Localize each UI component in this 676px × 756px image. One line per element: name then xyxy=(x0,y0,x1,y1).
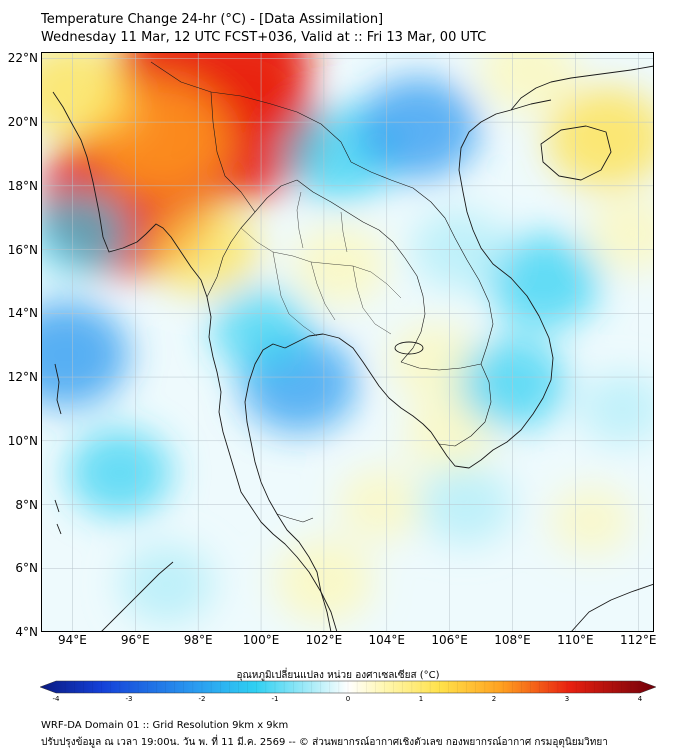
coastlines-and-borders xyxy=(52,61,654,632)
lon-label: 98°E xyxy=(183,633,213,647)
coastline-malay-peninsula-west xyxy=(206,296,338,632)
anomaly-gulf-tonkin-warm xyxy=(546,86,654,190)
lat-label: 6°N xyxy=(15,561,38,576)
colorbar-tick-label: 1 xyxy=(418,695,424,703)
anomaly-vietnam-north-cold xyxy=(357,77,480,180)
border-thailand-malaysia xyxy=(276,513,314,523)
province-lines-thailand xyxy=(240,191,402,337)
colorbar-tick-label: -1 xyxy=(271,695,279,703)
colorbar-tick-label: 3 xyxy=(564,695,570,703)
lat-label: 14°N xyxy=(7,306,38,321)
footer-update-info: ปรับปรุงข้อมูล ณ เวลา 19:00น. วัน พ. ที่… xyxy=(41,737,608,748)
lat-label: 8°N xyxy=(15,497,38,512)
lon-label: 102°E xyxy=(305,633,343,647)
anomaly-scs-cold xyxy=(487,233,601,330)
colorbar-bar xyxy=(40,680,656,694)
colorbar-tick-label: -3 xyxy=(125,695,133,703)
lat-label: 10°N xyxy=(7,433,38,448)
border-myanmar-north xyxy=(210,91,256,213)
andaman-islands xyxy=(54,363,62,415)
map-title: Temperature Change 24-hr (°C) - [Data As… xyxy=(41,12,384,27)
anomaly-bay-bengal-cold xyxy=(41,191,129,276)
anomaly-bay-bengal-north-warm xyxy=(41,52,132,140)
anomaly-isaan-warm xyxy=(292,225,388,306)
anomaly-south-ocean-cold xyxy=(119,543,215,625)
coastline-myanmar-west xyxy=(52,91,208,298)
coastline-gulf-of-thailand xyxy=(284,333,432,433)
colorbar-tick-label: -4 xyxy=(52,695,60,703)
border-china xyxy=(150,61,352,163)
lon-label: 100°E xyxy=(242,633,280,647)
colorbar xyxy=(40,680,656,694)
colorbar-segments xyxy=(64,681,632,693)
colorbar-tick-label: -2 xyxy=(198,695,206,703)
colorbar-title: อุณหภูมิเปลี่ยนแปลง หน่วย องศาเซลเซียส (… xyxy=(236,670,440,681)
lon-label: 110°E xyxy=(557,633,594,647)
anomaly-scs-southeast-warm xyxy=(550,485,633,556)
colorbar-tick-label: 2 xyxy=(491,695,497,703)
lon-label: 112°E xyxy=(620,633,657,647)
anomaly-andaman-cold xyxy=(41,301,130,408)
coastline-malay-peninsula-east xyxy=(244,343,332,632)
coastline-vietnam xyxy=(430,99,554,469)
footer-domain-info: WRF-DA Domain 01 :: Grid Resolution 9km … xyxy=(41,720,289,731)
border-laos-vietnam xyxy=(350,161,494,365)
anomaly-scs-far-east-cold xyxy=(579,372,654,446)
lat-label: 4°N xyxy=(15,625,38,639)
lon-label: 104°E xyxy=(368,633,406,647)
lon-label: 108°E xyxy=(494,633,531,647)
map-panel xyxy=(41,52,654,632)
lon-label: 96°E xyxy=(120,633,150,647)
tonle-sap-lake xyxy=(394,341,424,355)
anomaly-field xyxy=(41,52,654,625)
temperature-change-map xyxy=(41,52,654,632)
anomaly-andaman-west-cold xyxy=(67,428,172,517)
anomaly-scs-east-warm xyxy=(586,195,654,273)
lat-label: 22°N xyxy=(7,51,38,66)
nicobar-islands xyxy=(54,499,62,535)
lat-label: 20°N xyxy=(7,115,38,130)
colorbar-tick-label: 0 xyxy=(345,695,351,703)
lon-label: 94°E xyxy=(57,633,87,647)
coastline-china-south xyxy=(510,65,654,111)
colorbar-tick-label: 4 xyxy=(637,695,643,703)
lon-label: 106°E xyxy=(431,633,468,647)
lat-label: 16°N xyxy=(7,242,38,257)
map-frame xyxy=(41,52,654,632)
map-subtitle: Wednesday 11 Mar, 12 UTC FCST+036, Valid… xyxy=(41,30,487,45)
border-cambodia xyxy=(400,361,492,447)
lat-lon-gridlines xyxy=(41,52,654,632)
lat-label: 12°N xyxy=(7,370,38,385)
border-laos-thailand xyxy=(296,179,426,363)
coastline-sumatra xyxy=(100,561,174,632)
coastline-hainan xyxy=(540,125,612,181)
lat-label: 18°N xyxy=(7,178,38,193)
anomaly-scs-north-warm xyxy=(478,52,579,114)
coastline-borneo xyxy=(570,583,654,632)
